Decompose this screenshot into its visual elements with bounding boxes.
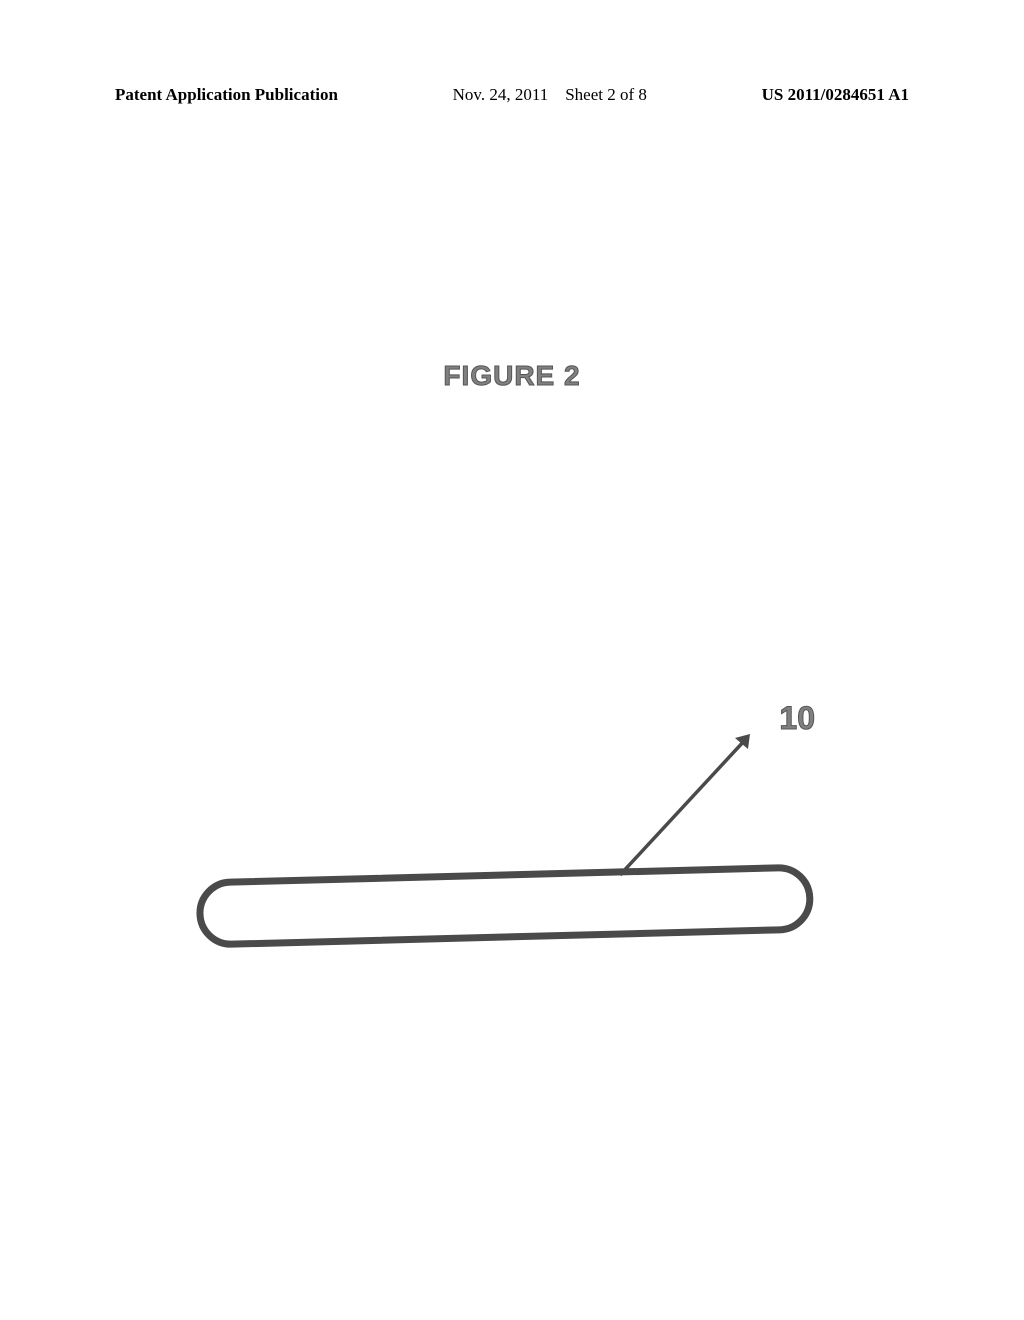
figure-title: FIGURE 2 bbox=[443, 360, 580, 392]
publication-label: Patent Application Publication bbox=[115, 85, 338, 105]
patent-drawing: 10 bbox=[130, 700, 850, 980]
capsule-shape bbox=[185, 855, 825, 965]
publication-number: US 2011/0284651 A1 bbox=[762, 85, 909, 105]
sheet-number: Sheet 2 of 8 bbox=[565, 85, 647, 104]
date-sheet-info: Nov. 24, 2011 Sheet 2 of 8 bbox=[453, 85, 647, 105]
publication-date: Nov. 24, 2011 bbox=[453, 85, 549, 104]
page-header: Patent Application Publication Nov. 24, … bbox=[0, 85, 1024, 105]
reference-number-10: 10 bbox=[779, 700, 815, 737]
